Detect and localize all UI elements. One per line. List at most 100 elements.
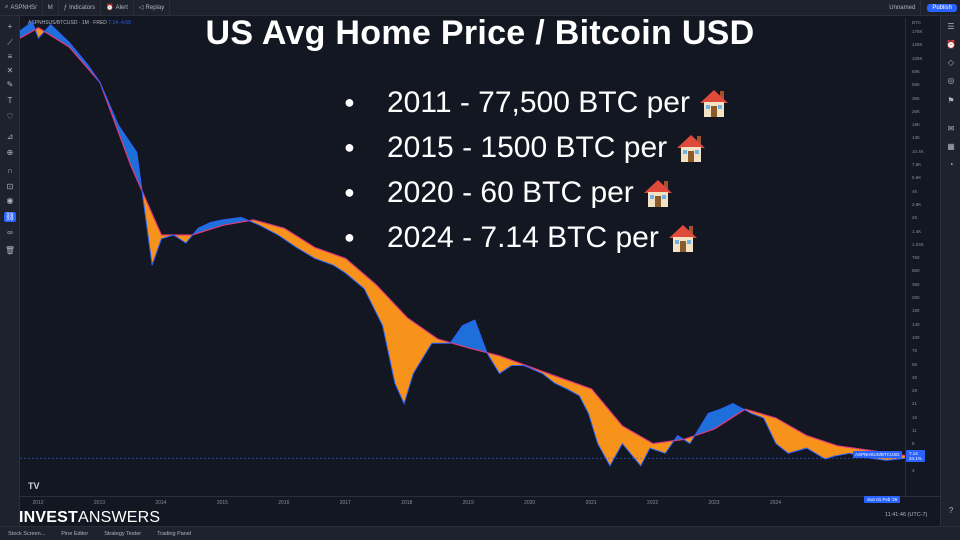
layers-icon[interactable]: ◇ xyxy=(947,58,955,67)
bullet-item: ● 2020 - 60 BTC per xyxy=(344,170,730,215)
eye-icon[interactable]: ◉ xyxy=(6,196,14,205)
price-tick: 2.8K xyxy=(912,201,922,207)
search-icon: ⌕ xyxy=(5,4,9,10)
down-fill-area xyxy=(745,409,905,461)
price-tick: 11 xyxy=(912,428,917,433)
time-tick: 2021 xyxy=(585,500,597,506)
calendar-icon[interactable]: ▦ xyxy=(947,142,955,151)
bottom-panel-tabs: Stock Screen... Pine Editor Strategy Tes… xyxy=(0,526,960,540)
zoom-icon[interactable]: ⊕ xyxy=(6,148,14,157)
bullet-text: 2011 - 77,500 BTC per xyxy=(387,85,690,119)
price-tick: 380 xyxy=(912,281,920,287)
bullet-item: ● 2015 - 1500 BTC per xyxy=(344,125,730,170)
indicators-icon: ƒ xyxy=(63,4,68,11)
bullet-list: ● 2011 - 77,500 BTC per ● 2015 - 1500 BTC … xyxy=(344,80,730,260)
house-icon xyxy=(675,132,707,164)
ruler-icon[interactable]: ⊿ xyxy=(6,132,14,141)
replay-icon: ◁ xyxy=(138,5,144,11)
ideas-icon[interactable]: ◎ xyxy=(947,76,955,85)
layout-menu[interactable]: Unnamed xyxy=(884,0,922,16)
link-icon[interactable]: ∞ xyxy=(7,228,13,237)
time-tick: 2014 xyxy=(155,500,167,506)
time-tick: 2022 xyxy=(647,500,659,506)
price-tick: 760 xyxy=(912,255,920,261)
time-tick: 2018 xyxy=(401,500,413,506)
symbol-label: ASPNHS/ xyxy=(10,4,37,11)
symbol-search[interactable]: ⌕ ASPNHS/ xyxy=(0,0,43,16)
house-icon xyxy=(642,177,674,209)
alert-label: Alert xyxy=(115,4,128,11)
up-fill-area xyxy=(20,22,37,39)
time-tick: 2019 xyxy=(462,500,474,506)
price-tick: 13K xyxy=(912,135,921,141)
crosshair-icon[interactable]: + xyxy=(7,22,13,31)
price-tick: 3 xyxy=(912,467,915,473)
house-icon xyxy=(667,222,699,254)
interval-button[interactable]: M xyxy=(43,0,59,16)
ma-series-line xyxy=(20,27,905,457)
price-scale[interactable]: BTC 175K 125K 105K 68K 56K 36K 26K 18K 13K 10.4K 7… xyxy=(905,18,939,496)
time-tick: 2020 xyxy=(524,500,536,506)
down-fill-area xyxy=(487,352,675,466)
magnet-icon[interactable]: ∩ xyxy=(7,166,13,175)
lock-icon[interactable]: ⊡ xyxy=(6,182,14,191)
price-tick: 5.6K xyxy=(912,175,922,181)
help-icon[interactable]: ? xyxy=(948,506,954,515)
price-tick: 76 xyxy=(912,348,918,354)
replay-label: Replay xyxy=(145,4,165,11)
alerts-icon[interactable]: ⏰ xyxy=(946,40,956,49)
time-tick: 2013 xyxy=(93,500,106,506)
replay-button[interactable]: ◁ Replay xyxy=(134,0,171,16)
watchlist-icon[interactable]: ☰ xyxy=(947,22,955,31)
alert-button[interactable]: ⏰ Alert xyxy=(101,0,134,16)
tab-strategy-tester[interactable]: Strategy Tester xyxy=(104,530,142,537)
tab-pine-editor[interactable]: Pine Editor xyxy=(61,530,89,537)
trash-icon[interactable]: 🗑 xyxy=(4,246,16,255)
tab-stock-screener[interactable]: Stock Screen... xyxy=(8,530,46,537)
price-tick: 1.04K xyxy=(912,241,924,247)
price-series-line xyxy=(20,21,905,467)
last-price-value: 7.14 xyxy=(909,451,918,456)
price-tick: 1.4K xyxy=(912,228,922,234)
trendline-icon[interactable]: ⟋ xyxy=(7,38,13,47)
indicators-label: Indicators xyxy=(69,4,96,11)
down-fill-area xyxy=(36,28,46,38)
price-chart[interactable] xyxy=(20,18,905,496)
price-tick: 125K xyxy=(912,42,923,48)
price-tick: 15 xyxy=(912,414,918,420)
top-toolbar: ⌕ ASPNHS/ M ƒ Indicators ⏰ Alert ◁ Replay Un… xyxy=(0,0,960,16)
price-tick: 21 xyxy=(912,401,918,407)
pattern-icon[interactable]: ✕ xyxy=(6,66,14,75)
notifications-icon[interactable]: ◔ xyxy=(948,160,954,169)
brand-logo: INVESTANSWERS xyxy=(19,509,160,527)
price-tick: 8 xyxy=(912,441,915,447)
text-icon[interactable]: T xyxy=(7,96,13,105)
slide-title: US Avg Home Price / Bitcoin USD xyxy=(205,14,755,52)
fib-icon[interactable]: ≡ xyxy=(7,52,13,61)
last-price-symbol: ASPNHSUS/BTCUSD xyxy=(853,451,902,458)
price-tick: 7.6K xyxy=(912,162,922,167)
brush-icon[interactable]: ✎ xyxy=(6,80,14,89)
drawing-toolbar: + ⟋ ≡ ✕ ✎ T ♡ ⊿ ⊕ ∩ ⊡ ◉ ⛓ ∞ 🗑 xyxy=(0,16,20,526)
price-tick: 175K xyxy=(912,29,923,34)
price-tick: 18K xyxy=(912,122,921,128)
price-tick: 38 xyxy=(912,374,918,380)
price-tick: 10.4K xyxy=(912,148,924,154)
brand-bold: INVEST xyxy=(19,509,78,526)
bullet-text: 2024 - 7.14 BTC per xyxy=(387,220,659,254)
legend-values: 7.14 -4.59 xyxy=(108,20,131,26)
tradingview-logo: TV xyxy=(28,481,40,491)
heart-icon[interactable]: ♡ xyxy=(6,112,14,121)
sync-icon[interactable]: ⛓ xyxy=(4,212,16,222)
indicators-button[interactable]: ƒ Indicators xyxy=(59,0,102,16)
hotlist-icon[interactable]: ⚑ xyxy=(947,96,955,105)
tab-trading-panel[interactable]: Trading Panel xyxy=(157,530,192,537)
bullet-item: ● 2024 - 7.14 BTC per xyxy=(344,215,730,260)
time-tick: 2016 xyxy=(278,500,290,506)
publish-button[interactable]: Publish xyxy=(927,3,957,12)
price-tick: 68K xyxy=(912,68,921,74)
last-price-sub: 34.1% xyxy=(909,456,922,461)
chat-icon[interactable]: ✉ xyxy=(947,124,955,133)
price-tick: 260 xyxy=(912,295,920,300)
time-scale[interactable]: 2012 2013 2014 2015 2016 2017 2018 2019 2020 2021… xyxy=(20,496,940,510)
